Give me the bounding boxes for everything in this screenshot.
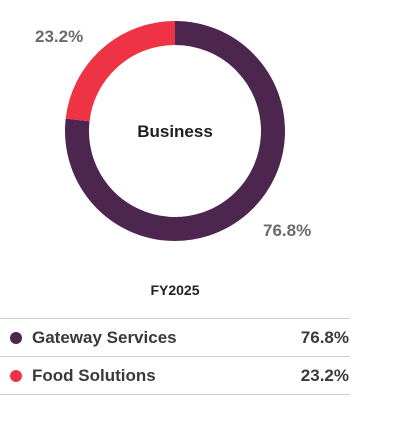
- legend: Gateway Services 76.8% Food Solutions 23…: [0, 318, 350, 395]
- legend-label: Gateway Services: [32, 327, 177, 347]
- legend-value: 23.2%: [300, 365, 349, 385]
- slice-label-food-solutions: 23.2%: [35, 27, 83, 46]
- legend-label: Food Solutions: [32, 365, 156, 385]
- legend-item-gateway-services: Gateway Services 76.8%: [0, 319, 350, 357]
- chart-center-label: Business: [137, 122, 213, 141]
- slice-label-gateway-services: 76.8%: [263, 221, 311, 240]
- donut-slice-gateway-services: [65, 21, 285, 241]
- chart-caption: FY2025: [150, 282, 200, 298]
- legend-item-food-solutions: Food Solutions 23.2%: [0, 357, 350, 395]
- legend-dot-gateway-services: [10, 331, 22, 344]
- legend-dot-food-solutions: [10, 369, 22, 382]
- donut-chart: Business 23.2% 76.8%: [35, 21, 311, 241]
- legend-value: 76.8%: [300, 327, 349, 347]
- donut-slices: [65, 21, 285, 241]
- donut-slice-food-solutions: [65, 21, 176, 122]
